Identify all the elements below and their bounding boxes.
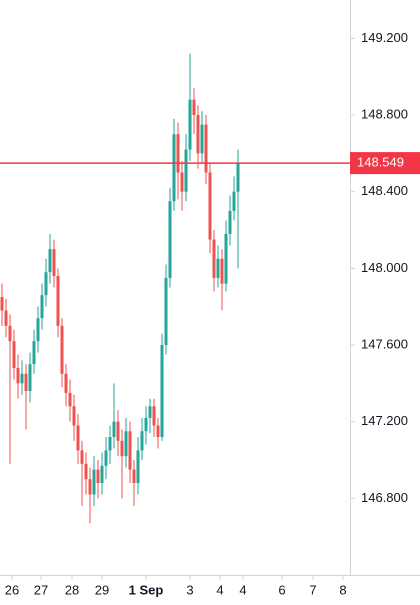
- candle-body: [40, 295, 44, 319]
- x-tick-label: 26: [5, 582, 19, 597]
- candle-body: [148, 406, 152, 418]
- y-tick-label: 148.400: [361, 183, 408, 198]
- y-tick-label: 147.200: [361, 413, 408, 428]
- candle-body: [172, 134, 176, 202]
- candle-body: [28, 364, 32, 391]
- candle-body: [92, 469, 96, 495]
- candle-body: [216, 258, 220, 278]
- candle-body: [20, 373, 24, 384]
- x-tick-label: 28: [65, 582, 79, 597]
- x-tick-label: 3: [186, 582, 193, 597]
- candle-body: [196, 115, 200, 154]
- candle-body: [16, 368, 20, 384]
- x-tick-label: 1 Sep: [129, 582, 164, 597]
- candle-body: [200, 124, 204, 154]
- candle-body: [48, 249, 52, 273]
- candle-body: [176, 134, 180, 173]
- candle-body: [188, 99, 192, 150]
- y-tick-label: 149.200: [361, 30, 408, 45]
- candle-body: [36, 318, 40, 342]
- candle-body: [80, 450, 84, 464]
- candle-body: [96, 469, 100, 483]
- candle-body: [208, 172, 212, 240]
- candle-body: [220, 258, 224, 284]
- candle-body: [224, 233, 228, 284]
- candle-body: [144, 417, 148, 432]
- last-price-box: [350, 152, 420, 175]
- candle-body: [204, 124, 208, 173]
- y-tick-label: 148.800: [361, 106, 408, 121]
- candle-body: [44, 272, 48, 296]
- candle-body: [60, 325, 64, 374]
- y-tick-label: 147.600: [361, 336, 408, 351]
- candle-body: [168, 201, 172, 278]
- y-tick-label: 148.000: [361, 260, 408, 275]
- candle-body: [88, 479, 92, 495]
- candle-body: [24, 373, 28, 391]
- candle-body: [192, 99, 196, 115]
- candle-body: [184, 149, 188, 192]
- candle-body: [68, 392, 72, 407]
- candle-body: [132, 469, 136, 483]
- x-tick-label: 6: [278, 582, 285, 597]
- candle-body: [4, 310, 8, 326]
- candle-body: [120, 440, 124, 457]
- candle-body: [228, 210, 232, 234]
- candle-body: [56, 276, 60, 326]
- last-price-label: 148.549: [357, 155, 404, 170]
- y-tick-label: 146.800: [361, 490, 408, 505]
- candle-body: [152, 406, 156, 426]
- x-tick-label: 27: [34, 582, 48, 597]
- candle-body: [128, 431, 132, 470]
- candle-body: [136, 450, 140, 483]
- candle-body: [72, 406, 76, 426]
- x-tick-label: 7: [309, 582, 316, 597]
- candle-body: [156, 425, 160, 437]
- candle-body: [212, 239, 216, 278]
- x-tick-label: 8: [339, 582, 346, 597]
- candle-body: [164, 277, 168, 345]
- candle-body: [0, 297, 4, 311]
- candle-body: [140, 431, 144, 451]
- candle-body: [32, 341, 36, 365]
- x-tick-label: 4: [239, 582, 246, 597]
- x-tick-label: 4: [216, 582, 223, 597]
- candle-body: [52, 249, 56, 276]
- candle-body: [100, 465, 104, 483]
- candle-body: [160, 345, 164, 437]
- candle-body: [232, 191, 236, 211]
- candle-body: [8, 325, 12, 342]
- candle-body: [112, 421, 116, 437]
- candle-body: [12, 341, 16, 368]
- candle-body: [76, 425, 80, 451]
- candle-body: [64, 373, 68, 393]
- candle-body: [124, 431, 128, 457]
- x-tick-label: 29: [95, 582, 109, 597]
- candle-body: [108, 437, 112, 451]
- candle-body: [116, 421, 120, 441]
- candle-body: [84, 463, 88, 480]
- candle-body: [180, 172, 184, 192]
- candle-body: [236, 162, 240, 192]
- candle-body: [104, 450, 108, 466]
